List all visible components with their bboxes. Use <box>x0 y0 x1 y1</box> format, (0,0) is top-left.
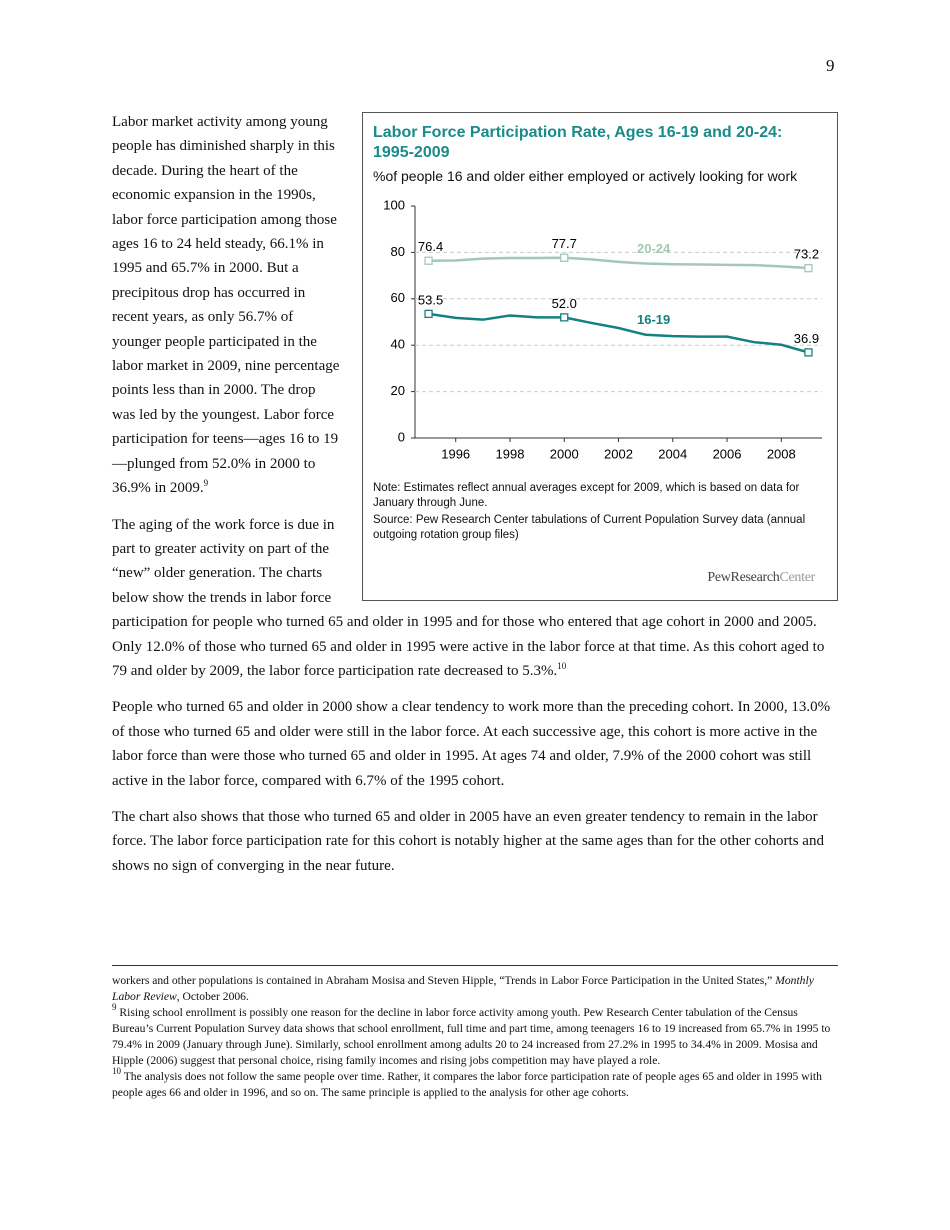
footnote-ref: 10 <box>557 660 567 671</box>
paragraph-text: The chart also shows that those who turn… <box>112 808 824 874</box>
series-line <box>428 312 809 354</box>
logo-primary: PewResearch <box>707 569 780 585</box>
footnote-text: , October 2006. <box>176 990 249 1003</box>
y-tick-label: 0 <box>398 429 405 444</box>
footnote-ref: 9 <box>203 478 209 489</box>
point-marker <box>560 313 569 322</box>
series-label: 16-19 <box>637 312 670 327</box>
data-label: 52.0 <box>552 296 577 311</box>
x-tick-label: 2004 <box>658 446 687 461</box>
point-marker <box>424 256 433 265</box>
y-tick-label: 100 <box>383 197 405 212</box>
data-label: 73.2 <box>794 247 819 262</box>
y-tick-label: 80 <box>391 244 405 259</box>
footnote-text: The analysis does not follow the same pe… <box>112 1070 822 1099</box>
series-line <box>428 256 809 270</box>
data-label: 53.5 <box>418 292 443 307</box>
footnotes: workers and other populations is contain… <box>112 973 838 1101</box>
footnote-text: workers and other populations is contain… <box>112 974 773 987</box>
data-label: 77.7 <box>552 236 577 251</box>
point-marker <box>560 253 569 262</box>
chart-box: Labor Force Participation Rate, Ages 16-… <box>362 112 838 601</box>
body-text: Labor Force Participation Rate, Ages 16-… <box>112 110 838 890</box>
paragraph-text: Labor market activity among young people… <box>112 114 340 497</box>
y-tick-label: 20 <box>391 383 405 398</box>
footnote-italic: Monthly Labor Review <box>112 974 814 1003</box>
chart-note: Note: Estimates reflect annual averages … <box>373 482 800 509</box>
x-tick-label: 1998 <box>496 446 525 461</box>
x-tick-label: 2006 <box>713 446 742 461</box>
x-tick-label: 1996 <box>441 446 470 461</box>
footnote: 10 The analysis does not follow the same… <box>112 1066 838 1101</box>
point-marker <box>804 264 813 273</box>
page-number: 9 <box>826 56 835 75</box>
footnote-number: 10 <box>112 1066 121 1076</box>
chart-title: Labor Force Participation Rate, Ages 16-… <box>373 124 783 161</box>
y-tick-label: 40 <box>391 337 405 352</box>
series-label: 20-24 <box>637 241 671 256</box>
paragraph: Labor market activity among young people… <box>112 110 838 501</box>
x-tick-label: 2000 <box>550 446 579 461</box>
x-tick-label: 2002 <box>604 446 633 461</box>
chart-subtitle: %of people 16 and older either employed … <box>373 168 798 184</box>
logo: PewResearchCenter <box>707 566 815 590</box>
data-label: 36.9 <box>794 331 819 346</box>
footnote-number: 9 <box>112 1002 117 1012</box>
footnote: 9 Rising school enrollment is possibly o… <box>112 1002 838 1069</box>
paragraph: The aging of the work force is due in pa… <box>112 513 838 684</box>
footnote-text: Rising school enrollment is possibly one… <box>112 1006 831 1067</box>
chart: 0 20 40 60 80 100 1996 1998 2000 2002 2004 2006 2008… <box>383 197 822 461</box>
point-marker <box>424 309 433 319</box>
chart-source: Source: Pew Research Center tabulations … <box>373 514 806 541</box>
paragraph-text: The aging of the work force is due in pa… <box>112 516 825 679</box>
x-tick-label: 2008 <box>767 446 796 461</box>
paragraph: The chart also shows that those who turn… <box>112 805 838 878</box>
data-label: 76.4 <box>418 239 443 254</box>
point-marker <box>804 348 813 357</box>
footnote-rule <box>112 965 838 966</box>
footnote: workers and other populations is contain… <box>112 973 838 1005</box>
paragraph: People who turned 65 and older in 2000 s… <box>112 695 838 793</box>
paragraph-text: People who turned 65 and older in 2000 s… <box>112 699 831 789</box>
y-tick-label: 60 <box>391 290 405 305</box>
logo-secondary: Center <box>779 569 815 585</box>
